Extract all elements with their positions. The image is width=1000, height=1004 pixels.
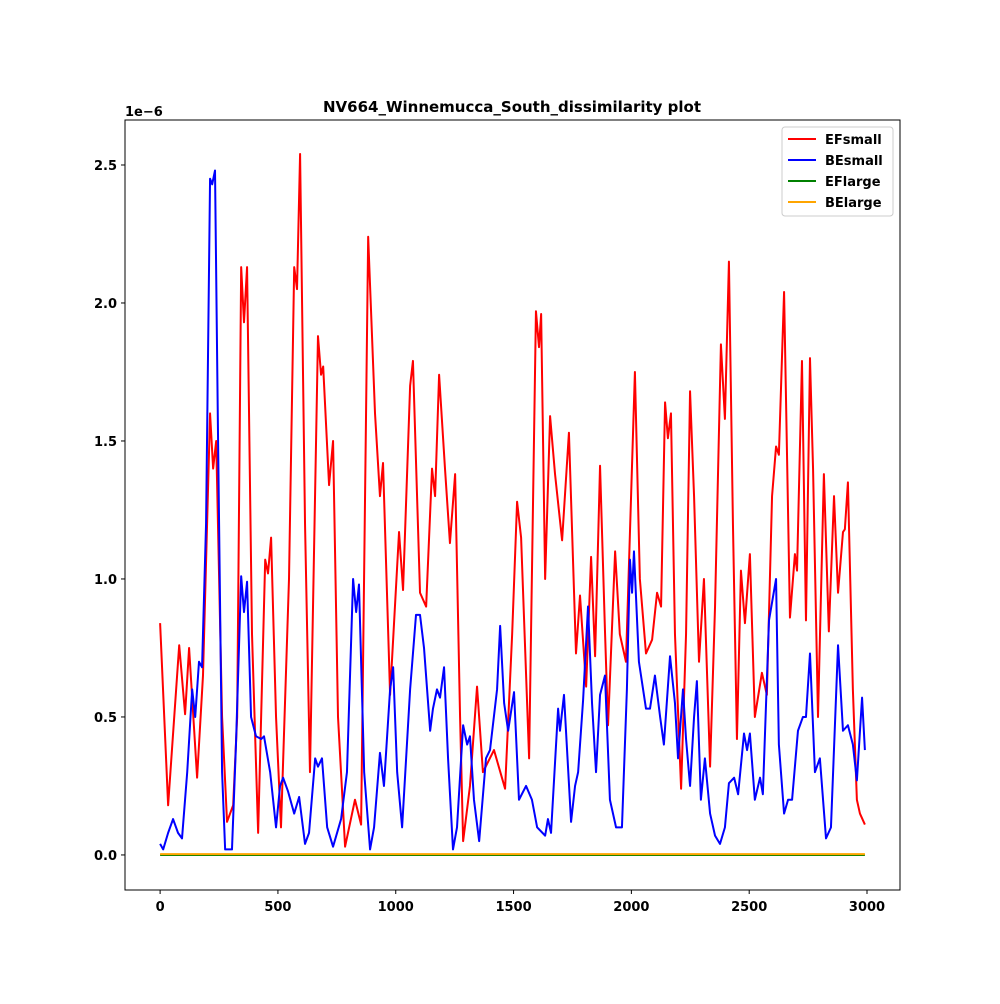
x-tick-label: 0 — [156, 900, 165, 915]
series-line — [159, 169, 866, 851]
x-tick-label: 3000 — [849, 900, 885, 915]
x-tick-label: 2500 — [731, 900, 767, 915]
legend-label: BElarge — [825, 196, 882, 211]
x-tick-label: 1000 — [378, 900, 414, 915]
legend-box — [781, 126, 894, 217]
legend-label: EFlarge — [825, 175, 881, 190]
x-tick-label: 1500 — [495, 900, 531, 915]
chart-title: NV664_Winnemucca_South_dissimilarity plo… — [323, 98, 701, 116]
y-tick-label: 2.0 — [94, 297, 117, 312]
x-tick-label: 500 — [264, 900, 291, 915]
legend-label: BEsmall — [825, 154, 883, 169]
y-tick-label: 1.5 — [94, 435, 117, 450]
y-tick-label: 1.0 — [94, 573, 117, 588]
plot-frame — [124, 119, 901, 891]
y-tick-label: 0.5 — [94, 711, 117, 726]
y-tick-label: 0.0 — [94, 849, 117, 864]
legend-label: EFsmall — [825, 133, 882, 148]
y-tick-label: 2.5 — [94, 159, 117, 174]
x-tick-label: 2000 — [613, 900, 649, 915]
axis-offset-label: 1e−6 — [125, 105, 163, 120]
